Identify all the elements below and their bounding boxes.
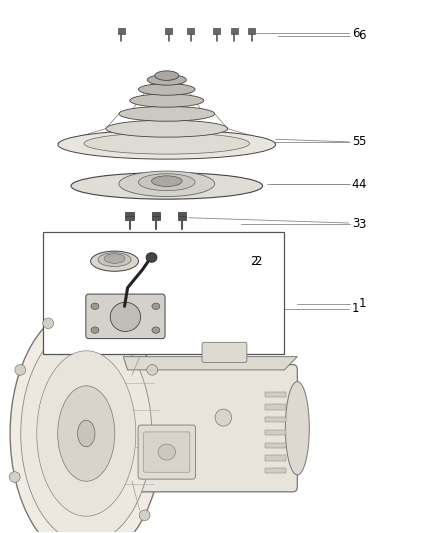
Ellipse shape <box>119 171 215 197</box>
Ellipse shape <box>91 251 138 271</box>
Ellipse shape <box>119 318 130 329</box>
Text: 1: 1 <box>352 302 359 316</box>
FancyBboxPatch shape <box>248 28 255 34</box>
FancyBboxPatch shape <box>144 432 190 472</box>
FancyBboxPatch shape <box>152 212 160 220</box>
Ellipse shape <box>158 444 176 460</box>
Ellipse shape <box>110 302 141 332</box>
Text: 4: 4 <box>352 178 359 191</box>
Ellipse shape <box>37 351 136 516</box>
Ellipse shape <box>15 365 26 375</box>
FancyBboxPatch shape <box>265 405 286 410</box>
Text: 6: 6 <box>358 29 366 42</box>
Ellipse shape <box>71 173 262 199</box>
FancyBboxPatch shape <box>125 212 134 220</box>
Text: 1: 1 <box>358 297 366 310</box>
Text: 2: 2 <box>254 255 261 268</box>
Text: 3: 3 <box>358 217 366 231</box>
FancyBboxPatch shape <box>265 442 286 448</box>
Ellipse shape <box>98 253 131 266</box>
Ellipse shape <box>147 365 158 375</box>
Ellipse shape <box>9 472 20 482</box>
Ellipse shape <box>152 303 160 310</box>
Text: 5: 5 <box>352 135 359 148</box>
Ellipse shape <box>21 324 152 533</box>
Ellipse shape <box>138 174 195 191</box>
Polygon shape <box>123 357 297 370</box>
Ellipse shape <box>147 75 186 85</box>
Ellipse shape <box>106 120 228 137</box>
FancyBboxPatch shape <box>231 28 238 34</box>
Ellipse shape <box>155 71 179 80</box>
Ellipse shape <box>84 133 250 154</box>
Text: 4: 4 <box>358 178 366 191</box>
FancyBboxPatch shape <box>86 294 165 338</box>
FancyBboxPatch shape <box>265 468 286 473</box>
Ellipse shape <box>130 94 204 107</box>
Ellipse shape <box>58 130 276 159</box>
FancyBboxPatch shape <box>265 430 286 435</box>
FancyBboxPatch shape <box>138 425 195 479</box>
Ellipse shape <box>10 306 162 533</box>
FancyBboxPatch shape <box>166 28 173 34</box>
Text: 5: 5 <box>358 135 366 148</box>
FancyBboxPatch shape <box>43 232 284 354</box>
FancyBboxPatch shape <box>178 212 186 220</box>
FancyBboxPatch shape <box>87 303 101 333</box>
Ellipse shape <box>91 327 99 333</box>
Text: 2: 2 <box>251 255 258 268</box>
Ellipse shape <box>152 327 160 333</box>
Ellipse shape <box>152 176 182 187</box>
FancyBboxPatch shape <box>265 392 286 397</box>
FancyBboxPatch shape <box>213 28 220 34</box>
Ellipse shape <box>78 420 95 447</box>
Ellipse shape <box>43 318 53 329</box>
Ellipse shape <box>58 386 115 481</box>
Text: 3: 3 <box>352 216 359 230</box>
Ellipse shape <box>138 84 195 95</box>
Ellipse shape <box>104 254 125 263</box>
FancyBboxPatch shape <box>115 365 297 492</box>
FancyBboxPatch shape <box>150 303 164 333</box>
Ellipse shape <box>286 382 309 475</box>
Ellipse shape <box>139 510 150 521</box>
FancyBboxPatch shape <box>202 342 247 362</box>
FancyBboxPatch shape <box>265 417 286 422</box>
Ellipse shape <box>215 409 232 426</box>
Ellipse shape <box>119 107 215 121</box>
Ellipse shape <box>146 253 157 262</box>
FancyBboxPatch shape <box>265 455 286 461</box>
Text: 6: 6 <box>352 27 359 39</box>
Ellipse shape <box>91 303 99 310</box>
FancyBboxPatch shape <box>187 28 194 34</box>
FancyBboxPatch shape <box>117 28 124 34</box>
